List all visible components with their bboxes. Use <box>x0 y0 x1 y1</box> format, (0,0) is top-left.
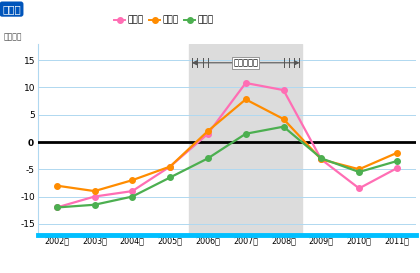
兵庫県 <box>54 206 59 209</box>
京都府 <box>319 158 324 161</box>
兵庫県 <box>92 203 97 206</box>
Legend: 大阪府, 京都府, 兵庫県: 大阪府, 京都府, 兵庫県 <box>114 16 214 25</box>
大阪府 <box>168 165 173 168</box>
大阪府 <box>357 187 362 190</box>
京都府 <box>243 98 248 101</box>
兵庫県 <box>205 157 210 160</box>
兵庫県 <box>319 157 324 160</box>
京都府 <box>205 129 210 133</box>
Line: 兵庫県: 兵庫県 <box>54 124 400 210</box>
京都府 <box>394 151 399 155</box>
京都府 <box>92 189 97 193</box>
大阪府 <box>130 189 135 193</box>
兵庫県 <box>168 176 173 179</box>
大阪府 <box>92 195 97 198</box>
Text: ミニバブル: ミニバブル <box>233 58 258 67</box>
Bar <box>189 44 302 235</box>
Line: 京都府: 京都府 <box>54 97 400 194</box>
兵庫県 <box>243 132 248 135</box>
兵庫県 <box>357 170 362 174</box>
大阪府 <box>319 158 324 161</box>
京都府 <box>281 117 286 121</box>
Text: 単位：％: 単位：％ <box>4 33 22 42</box>
大阪府 <box>205 132 210 135</box>
京都府 <box>54 184 59 187</box>
大阪府 <box>54 206 59 209</box>
大阪府 <box>394 167 399 170</box>
Line: 大阪府: 大阪府 <box>54 80 400 210</box>
京都府 <box>357 168 362 171</box>
京都府 <box>168 165 173 168</box>
大阪府 <box>243 81 248 85</box>
大阪府 <box>281 88 286 92</box>
兵庫県 <box>394 159 399 163</box>
兵庫県 <box>130 195 135 198</box>
Text: 商業地: 商業地 <box>2 4 21 14</box>
京都府 <box>130 179 135 182</box>
兵庫県 <box>281 125 286 128</box>
